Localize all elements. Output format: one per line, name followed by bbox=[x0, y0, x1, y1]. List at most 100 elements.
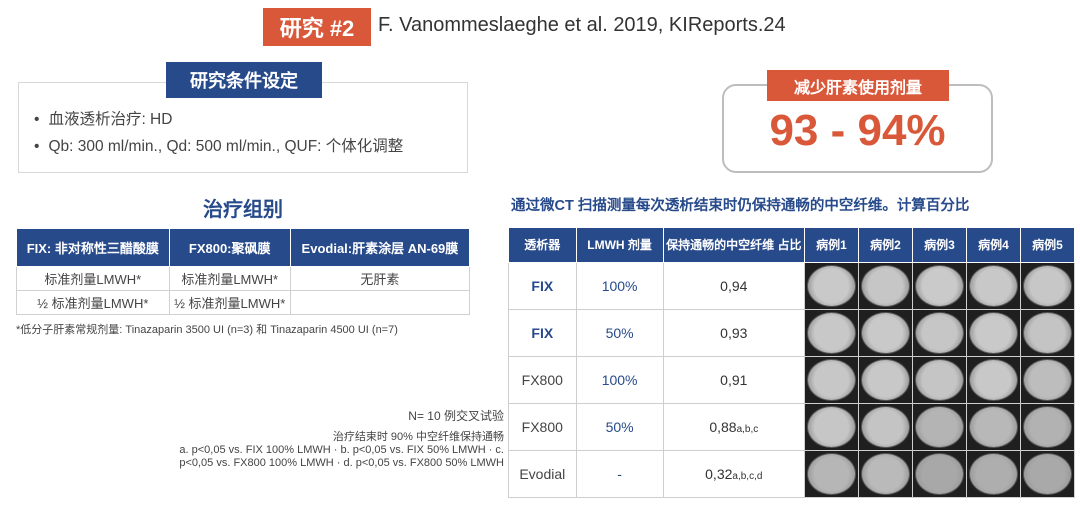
ct-header-ratio: 保持通畅的中空纤维 占比 bbox=[662, 227, 805, 263]
ct-scan-cell bbox=[911, 356, 967, 404]
ct-scan-cell bbox=[1019, 450, 1076, 498]
table-row: ½ 标准剂量LMWH* ½ 标准剂量LMWH* bbox=[16, 290, 471, 315]
groups-cell: ½ 标准剂量LMWH* bbox=[16, 290, 170, 315]
ct-scan-cell bbox=[803, 356, 859, 404]
groups-cell bbox=[289, 290, 471, 315]
ct-header-lmwh: LMWH 剂量 bbox=[575, 227, 664, 263]
ct-scan-cell bbox=[965, 356, 1021, 404]
ct-title: 通过微CT 扫描测量每次透析结束时仍保持通畅的中空纤维。计算百分比 bbox=[511, 198, 970, 214]
ct-scan-image bbox=[806, 265, 856, 307]
ct-dose: - bbox=[575, 450, 664, 498]
ct-dialyzer: FX800 bbox=[508, 403, 577, 451]
ct-dialyzer: Evodial bbox=[508, 450, 577, 498]
ct-header-dialyzer: 透析器 bbox=[508, 227, 577, 263]
ct-scan-cell bbox=[911, 403, 967, 451]
reduction-label: 减少肝素使用剂量 bbox=[767, 70, 949, 101]
ct-scan-image bbox=[860, 453, 910, 495]
ct-scan-cell bbox=[965, 262, 1021, 310]
study-tag: 研究 #2 bbox=[263, 8, 371, 46]
table-row: FX800 100% 0,91 bbox=[508, 356, 1076, 404]
ct-scan-cell bbox=[965, 309, 1021, 357]
groups-cell: 标准剂量LMWH* bbox=[168, 266, 291, 291]
ct-header-case: 病例4 bbox=[965, 227, 1021, 263]
ct-scan-image bbox=[1022, 312, 1072, 354]
ct-scan-cell bbox=[803, 262, 859, 310]
ct-ratio-value: 0,94 bbox=[720, 278, 748, 294]
ct-scan-image bbox=[860, 312, 910, 354]
ct-scan-cell bbox=[1019, 262, 1076, 310]
ct-scan-image bbox=[860, 406, 910, 448]
ct-dose: 100% bbox=[575, 262, 664, 310]
notes: N= 10 例交叉试验 治疗结束时 90% 中空纤维保持通畅 a. p<0,05… bbox=[179, 410, 504, 470]
ct-scan-image bbox=[806, 312, 856, 354]
note-line: p<0,05 vs. FX800 100% LMWH · d. p<0,05 v… bbox=[179, 457, 504, 469]
ct-header-case: 病例2 bbox=[857, 227, 913, 263]
ct-scan-image bbox=[1022, 265, 1072, 307]
ct-dose: 50% bbox=[575, 403, 664, 451]
ct-ratio: 0,88a,b,c bbox=[662, 403, 805, 451]
table-row: FIX 50% 0,93 bbox=[508, 309, 1076, 357]
ct-scan-cell bbox=[911, 309, 967, 357]
ct-scan-image bbox=[860, 359, 910, 401]
table-row: Evodial - 0,32a,b,c,d bbox=[508, 450, 1076, 498]
ct-scan-cell bbox=[803, 403, 859, 451]
ct-scan-cell bbox=[857, 403, 913, 451]
ct-scan-cell bbox=[857, 262, 913, 310]
groups-footnote: *低分子肝素常规剂量: Tinazaparin 3500 UI (n=3) 和 … bbox=[16, 324, 398, 336]
ct-scan-image bbox=[914, 406, 964, 448]
ct-scan-image bbox=[860, 265, 910, 307]
note-line: 治疗结束时 90% 中空纤维保持通畅 bbox=[332, 431, 504, 443]
ct-table: 透析器 LMWH 剂量 保持通畅的中空纤维 占比 病例1 病例2 病例3 病例4… bbox=[508, 227, 1076, 498]
ct-scan-image bbox=[914, 312, 964, 354]
ct-header-case: 病例5 bbox=[1019, 227, 1076, 263]
ct-header-case: 病例1 bbox=[803, 227, 859, 263]
ct-ratio-sig: a,b,c bbox=[736, 424, 759, 435]
ct-scan-image bbox=[806, 359, 856, 401]
groups-title: 治疗组别 bbox=[203, 199, 283, 221]
condition-item: 血液透析治疗: HD bbox=[34, 106, 403, 133]
ct-ratio: 0,94 bbox=[662, 262, 805, 310]
ct-scan-cell bbox=[911, 262, 967, 310]
ct-ratio-value: 0,91 bbox=[720, 372, 748, 388]
ct-ratio-value: 0,93 bbox=[720, 325, 748, 341]
ct-scan-cell bbox=[803, 309, 859, 357]
ct-ratio-value: 0,32 bbox=[705, 466, 733, 482]
groups-table: FIX: 非对称性三醋酸膜 FX800:聚砜膜 Evodial:肝素涂层 AN-… bbox=[16, 228, 471, 315]
ct-ratio-sig: a,b,c,d bbox=[732, 471, 763, 482]
ct-ratio-value: 0,88 bbox=[709, 419, 737, 435]
table-row: FIX 100% 0,94 bbox=[508, 262, 1076, 310]
ct-scan-image bbox=[914, 453, 964, 495]
ct-scan-image bbox=[1022, 406, 1072, 448]
ct-scan-cell bbox=[1019, 403, 1076, 451]
reduction-value: 93 - 94% bbox=[769, 106, 946, 155]
ct-scan-cell bbox=[911, 450, 967, 498]
groups-cell: ½ 标准剂量LMWH* bbox=[168, 290, 291, 315]
table-row: FX800 50% 0,88a,b,c bbox=[508, 403, 1076, 451]
groups-cell: 标准剂量LMWH* bbox=[16, 266, 170, 291]
ct-scan-cell bbox=[1019, 356, 1076, 404]
ct-header-case: 病例3 bbox=[911, 227, 967, 263]
ct-scan-cell bbox=[965, 450, 1021, 498]
ct-scan-image bbox=[1022, 453, 1072, 495]
ct-scan-cell bbox=[965, 403, 1021, 451]
ct-scan-cell bbox=[857, 356, 913, 404]
groups-header: Evodial:肝素涂层 AN-69膜 bbox=[289, 228, 471, 267]
ct-scan-image bbox=[968, 406, 1018, 448]
groups-header: FIX: 非对称性三醋酸膜 bbox=[16, 228, 170, 267]
ct-scan-image bbox=[1022, 359, 1072, 401]
ct-scan-cell bbox=[857, 309, 913, 357]
ct-scan-cell bbox=[857, 450, 913, 498]
ct-scan-image bbox=[968, 453, 1018, 495]
conditions-list: 血液透析治疗: HD Qb: 300 ml/min., Qd: 500 ml/m… bbox=[34, 106, 403, 160]
ct-ratio: 0,93 bbox=[662, 309, 805, 357]
ct-dialyzer: FIX bbox=[508, 262, 577, 310]
ct-dialyzer: FX800 bbox=[508, 356, 577, 404]
ct-scan-cell bbox=[803, 450, 859, 498]
note-line: a. p<0,05 vs. FIX 100% LMWH · b. p<0,05 … bbox=[179, 444, 504, 456]
ct-scan-image bbox=[968, 312, 1018, 354]
groups-cell: 无肝素 bbox=[289, 266, 471, 291]
citation: F. Vanommeslaeghe et al. 2019, KIReports… bbox=[378, 14, 786, 36]
ct-scan-image bbox=[968, 359, 1018, 401]
ct-scan-image bbox=[968, 265, 1018, 307]
condition-item: Qb: 300 ml/min., Qd: 500 ml/min., QUF: 个… bbox=[34, 133, 403, 160]
